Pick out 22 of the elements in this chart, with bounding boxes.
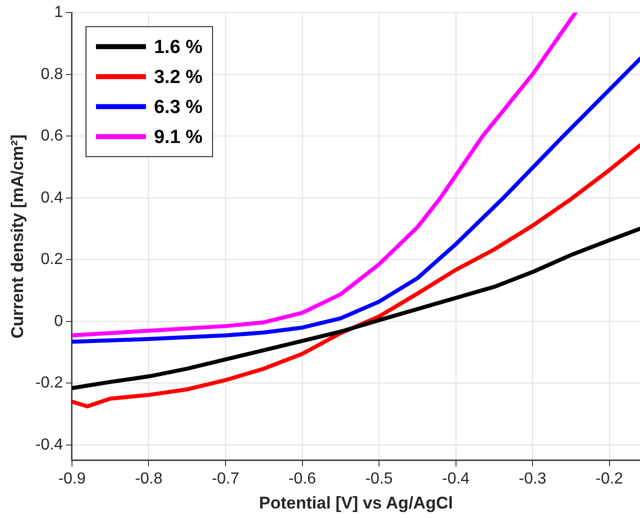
- x-tick-label: -0.8: [134, 470, 163, 488]
- x-tick-label: -0.5: [365, 470, 393, 488]
- x-tick-label: -0.6: [288, 470, 316, 488]
- x-tick-label: -0.3: [518, 470, 546, 488]
- legend-label: 6.3 %: [154, 96, 203, 118]
- legend-label: 3.2 %: [154, 66, 203, 88]
- legend-label: 9.1 %: [154, 126, 203, 148]
- y-tick-label: 0.4: [40, 189, 64, 206]
- x-tick-label: -0.9: [58, 470, 86, 488]
- x-tick-label: -0.7: [212, 470, 240, 488]
- x-tick-label: -0.2: [596, 470, 624, 488]
- y-tick-label: -0.2: [35, 374, 64, 392]
- y-axis-title: Current density [mA/cm²]: [8, 134, 27, 339]
- legend-label: 1.6 %: [154, 36, 203, 58]
- x-tick-label: -0.4: [442, 470, 470, 488]
- x-axis-title: Potential [V] vs Ag/AgCl: [259, 493, 453, 512]
- y-tick-label: 1: [54, 4, 64, 22]
- y-tick-label: 0.6: [40, 128, 64, 145]
- y-tick-label: 0.8: [40, 66, 64, 83]
- y-tick-label: 0: [54, 312, 64, 330]
- y-tick-label: -0.4: [35, 436, 64, 454]
- y-tick-label: 0.2: [40, 251, 64, 268]
